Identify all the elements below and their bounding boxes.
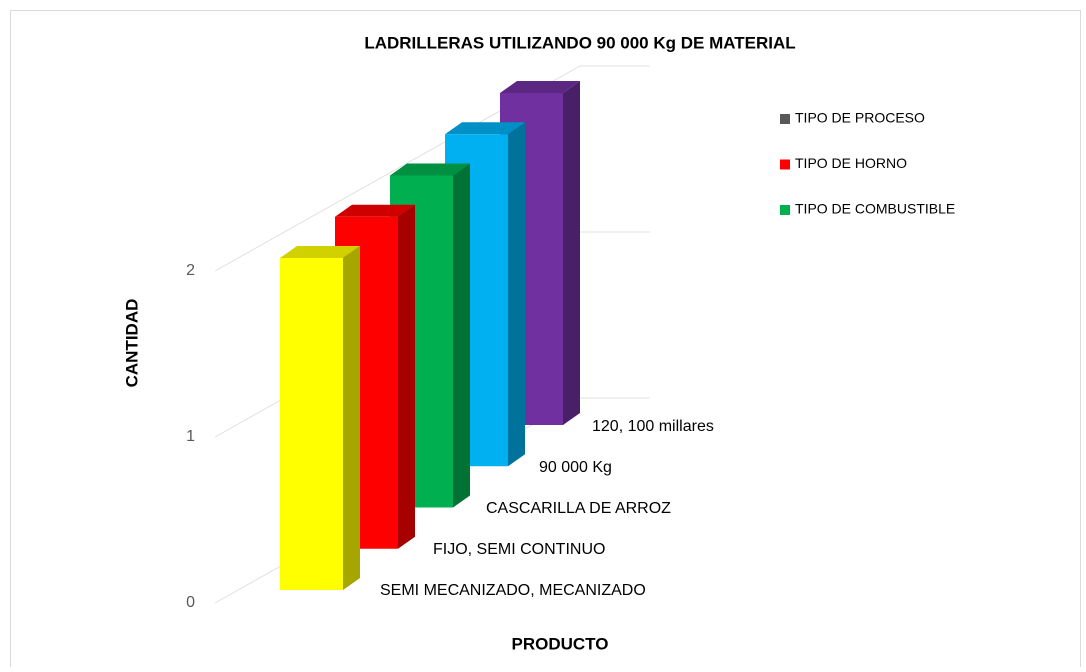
- chart-title: LADRILLERAS UTILIZANDO 90 000 Kg DE MATE…: [364, 33, 795, 52]
- legend-label: TIPO DE PROCESO: [795, 110, 925, 126]
- grid-line: [214, 65, 650, 272]
- bar-side: [343, 246, 360, 590]
- legend-swatch: [780, 159, 790, 170]
- legend-swatch: [780, 114, 790, 124]
- category-label: SEMI MECANIZADO, MECANIZADO: [380, 582, 646, 599]
- bar: [280, 246, 360, 590]
- y-tick-label: 1: [186, 428, 195, 445]
- x-axis-title: PRODUCTO: [512, 634, 609, 653]
- category-label: 90 000 Kg: [539, 459, 612, 476]
- bar-top: [500, 81, 580, 93]
- bar-top: [445, 122, 525, 135]
- category-label: CASCARILLA DE ARROZ: [486, 500, 671, 517]
- bar-side: [508, 122, 525, 467]
- bar-side: [398, 204, 415, 549]
- y-tick-label: 0: [186, 594, 195, 611]
- category-label: FIJO, SEMI CONTINUO: [433, 541, 605, 558]
- legend-swatch: [780, 205, 790, 215]
- category-label: 120, 100 millares: [592, 418, 714, 435]
- bar-top: [390, 163, 470, 176]
- bar-top: [335, 204, 415, 217]
- legend-label: TIPO DE HORNO: [795, 155, 907, 171]
- bar-side: [453, 163, 470, 508]
- y-axis-title: CANTIDAD: [122, 299, 141, 388]
- bar-top: [280, 246, 360, 258]
- y-tick-label: 2: [186, 262, 195, 279]
- bar-front: [280, 258, 343, 590]
- legend-label: TIPO DE COMBUSTIBLE: [795, 201, 955, 217]
- bar-side: [563, 81, 580, 425]
